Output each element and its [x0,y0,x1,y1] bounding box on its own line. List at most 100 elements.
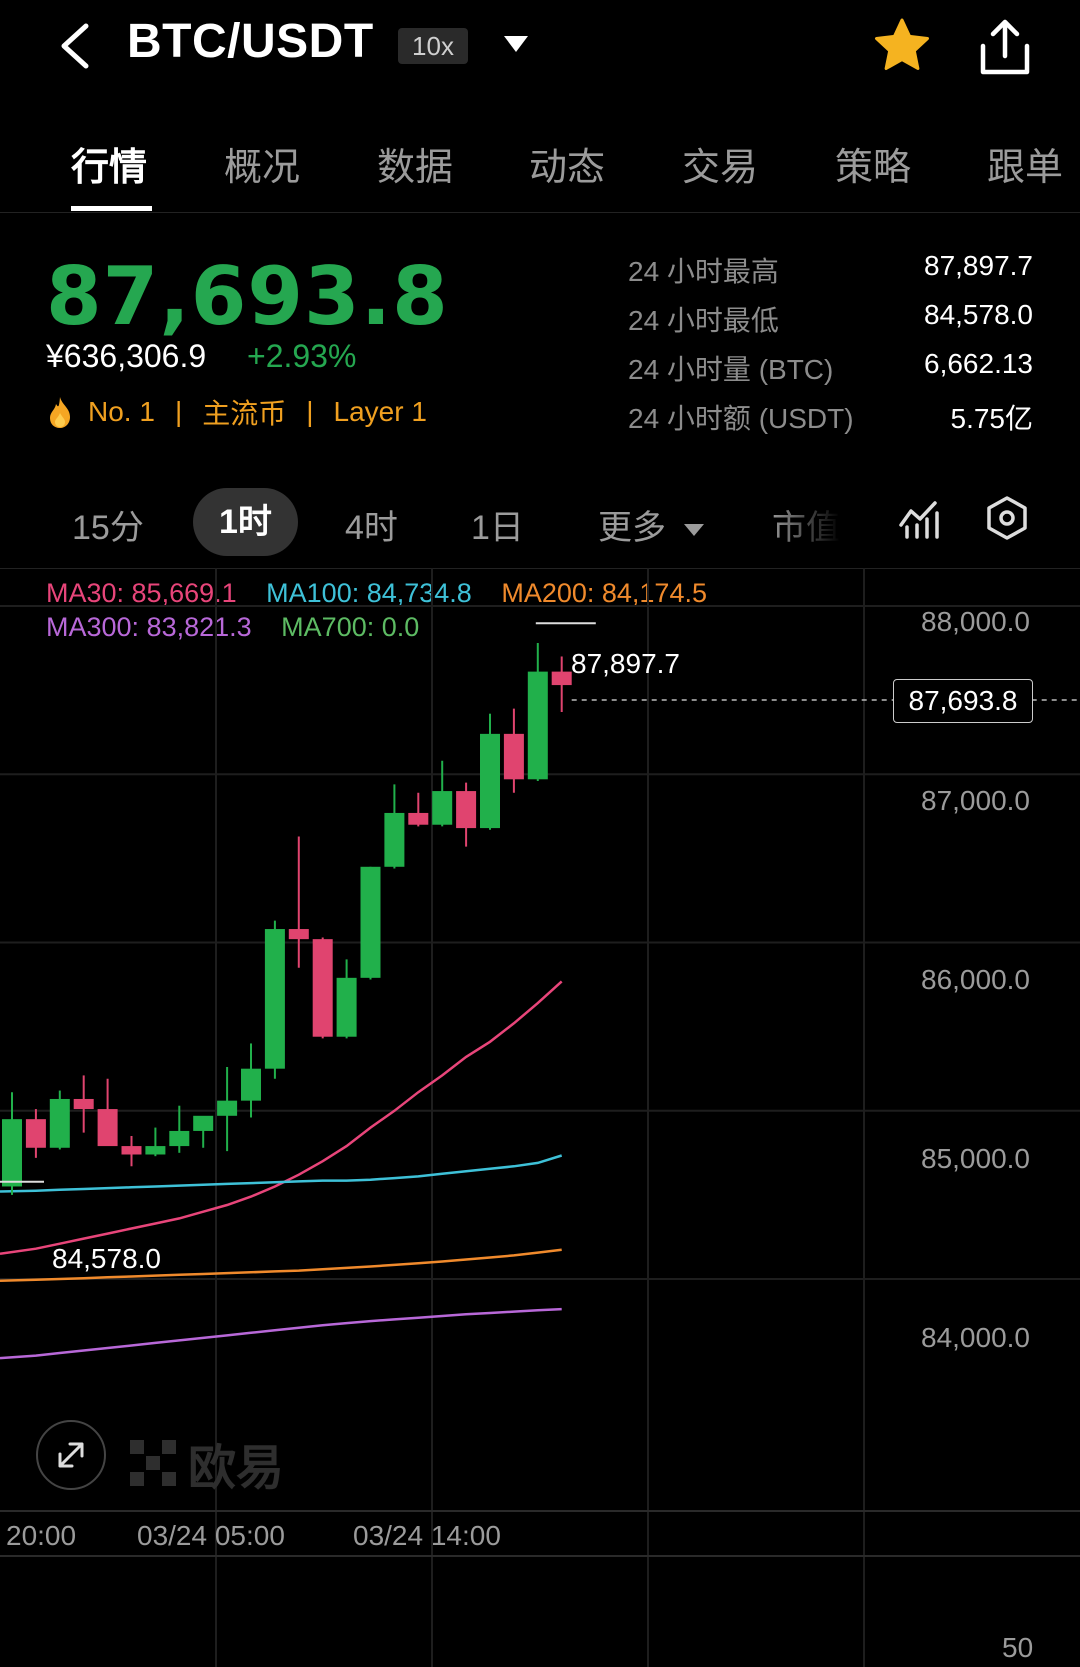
scroll-fade [770,480,840,566]
candle-body [264,929,285,1069]
ma200-label: MA200: 84,174.5 [501,578,707,608]
settings-hexagon-icon[interactable] [985,495,1029,541]
candle-body [121,1146,142,1155]
star-favorite-icon[interactable] [870,14,934,78]
watermark-text: 欧易 [188,1440,285,1496]
volume-axis-label: 50 [1002,1632,1034,1663]
main-tabs: 行情 概况 数据 动态 交易 策略 跟单 [0,120,1080,213]
active-tab-indicator [71,206,152,211]
tag-separator: | [306,396,314,427]
stat-value: 87,897.7 [924,250,1033,281]
candle-body [169,1130,190,1147]
stat-value: 6,662.13 [924,348,1033,379]
tab-copy-trading[interactable]: 跟单 [987,145,1064,189]
stat-row-high: 24 小时最高 87,897.7 [628,250,1033,299]
ma100-label: MA100: 84,734.8 [266,578,472,608]
tab-overview[interactable]: 概况 [224,145,301,189]
top-header: BTC/USDT 10x [0,0,1080,95]
indicators-icon[interactable] [898,497,940,539]
tab-strategy[interactable]: 策略 [835,145,912,189]
stat-value: 5.75亿 [950,403,1034,434]
candle-body [25,1119,46,1148]
tag-separator: | [174,396,183,427]
candle-body [241,1068,261,1101]
tab-news[interactable]: 动态 [529,145,606,189]
candle-body [2,1119,22,1187]
interval-15m[interactable]: 15分 [72,509,144,547]
candle-body [288,929,309,940]
24h-stats: 24 小时最高 87,897.7 24 小时最低 84,578.0 24 小时量… [628,250,1033,446]
stat-label: 24 小时量 (BTC) [628,354,834,385]
rank-tag[interactable]: No. 1 [88,396,155,427]
candle-body [384,812,405,867]
back-arrow-icon[interactable] [50,18,100,74]
tab-market[interactable]: 行情 [71,145,148,189]
expand-icon [58,1442,84,1468]
category-tag[interactable]: 主流币 [202,398,287,429]
interval-1h[interactable]: 1时 [193,488,298,556]
x-axis-label: 20:00 [6,1520,77,1551]
y-axis-label: 86,000.0 [921,964,1030,995]
candle-body [480,733,500,829]
leverage-badge: 10x [398,28,468,64]
x-axis-label: 03/24 05:00 [137,1520,285,1551]
interval-4h[interactable]: 4时 [345,509,398,547]
stat-row-turnover: 24 小时额 (USDT) 5.75亿 [628,397,1033,446]
interval-selector: 15分 1时 4时 1日 更多 市值 [0,480,1080,569]
okx-watermark: 欧易 [130,1428,284,1498]
last-price-tag: 87,693.8 [893,679,1033,723]
fullscreen-button[interactable] [36,1420,106,1490]
y-axis-label: 88,000.0 [921,606,1030,637]
last-price: 87,693.8 [46,250,449,343]
share-icon[interactable] [975,16,1035,80]
candle-body [193,1115,214,1131]
caret-down-icon[interactable] [500,30,532,58]
cny-price: ¥636,306.9 [46,338,207,374]
stat-value: 84,578.0 [924,299,1033,330]
high-price-marker: 87,897.7 [571,648,680,679]
pair-title[interactable]: BTC/USDT [127,15,374,68]
candle-body [432,791,453,825]
y-axis-label: 85,000.0 [921,1143,1030,1174]
ma300-line [0,1307,562,1360]
tab-trade[interactable]: 交易 [682,145,759,189]
candle-body [49,1098,70,1148]
y-axis-label: 87,000.0 [921,785,1030,816]
ma30-label: MA30: 85,669.1 [46,578,237,608]
stat-row-volume: 24 小时量 (BTC) 6,662.13 [628,348,1033,397]
candle-body [527,671,548,780]
ma300-label: MA300: 83,821.3 [46,612,252,642]
layer-tag[interactable]: Layer 1 [333,396,427,427]
x-axis-label: 03/24 14:00 [353,1520,501,1551]
stat-label: 24 小时额 (USDT) [628,403,854,434]
candlestick-chart[interactable] [0,568,1080,1667]
interval-more[interactable]: 更多 [598,500,705,549]
interval-1d[interactable]: 1日 [471,509,524,547]
candle-body [551,671,572,686]
candle-body [408,812,429,825]
candle-body [456,791,477,829]
candle-body [503,733,524,780]
ma700-label: MA700: 0.0 [281,612,420,642]
ma100-line [0,1154,563,1193]
coin-tags: No. 1 | 主流币 | Layer 1 [46,392,427,432]
fire-icon [50,397,70,428]
stat-label: 24 小时最高 [628,256,779,287]
price-change-percent: +2.93% [247,338,357,374]
candle-body [97,1109,118,1147]
low-price-marker: 84,578.0 [52,1243,161,1274]
okx-logo-icon [130,1440,176,1486]
tab-data[interactable]: 数据 [377,145,454,189]
candle-body [145,1146,166,1155]
candle-body [312,939,333,1037]
ma-legend[interactable]: MA30: 85,669.1 MA100: 84,734.8 MA200: 84… [46,576,866,644]
stat-row-low: 24 小时最低 84,578.0 [628,299,1033,348]
ma200-line [0,1248,562,1282]
candle-body [360,866,381,978]
caret-down-icon [684,524,705,537]
candle-body [73,1098,94,1110]
candle-body [217,1100,238,1116]
stat-label: 24 小时最低 [628,305,779,336]
y-axis-label: 84,000.0 [921,1322,1030,1353]
interval-more-label: 更多 [598,509,666,547]
